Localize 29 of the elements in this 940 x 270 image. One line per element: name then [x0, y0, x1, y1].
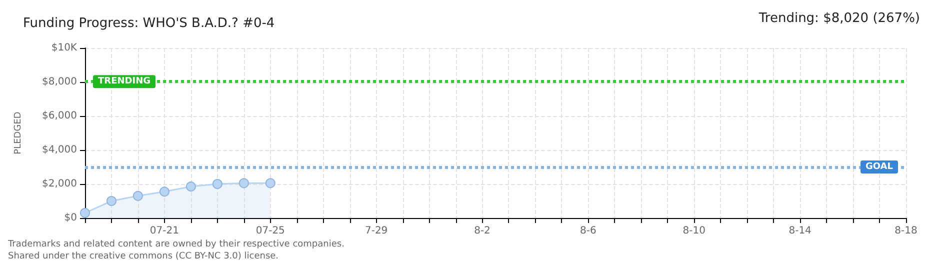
- text: Trending: $8,020 (267%): [758, 11, 920, 26]
- point: [212, 179, 222, 189]
- point: [132, 190, 143, 201]
- x-tick-label: 7-29: [364, 226, 388, 236]
- chart-title: Funding Progress: WHO'S B.A.D.? #0-4: [23, 16, 275, 31]
- text: Trademarks and related content are owned by their respective companies.: [7, 240, 344, 250]
- y-tick-label: $4,000: [42, 144, 77, 156]
- point: [186, 182, 196, 192]
- x-tick-label: 8-10: [682, 226, 706, 236]
- x-tick-label: 8-2: [474, 226, 490, 236]
- x-tick-label: 07-21: [150, 226, 179, 236]
- ref-line-label: TRENDING: [98, 76, 150, 87]
- y-axis-title: PLEDGED: [14, 112, 24, 154]
- point: [265, 178, 276, 188]
- y-tick-label: $0: [64, 212, 77, 224]
- point: [238, 178, 249, 188]
- x-tick-label: 8-6: [580, 226, 596, 236]
- point: [80, 208, 90, 218]
- point: [106, 196, 116, 206]
- ref-line-label: GOAL: [866, 162, 894, 172]
- point: [159, 186, 170, 197]
- y-tick-label: $10K: [51, 42, 78, 54]
- y-tick-label: $2,000: [42, 178, 77, 190]
- x-tick-label: 8-14: [788, 226, 812, 236]
- x-tick-label: 07-25: [256, 226, 285, 236]
- text: Shared under the creative commons (CC BY-NC 3.0) license.: [8, 252, 279, 262]
- x-tick-label: 8-18: [894, 226, 918, 236]
- y-tick-label: $6,000: [42, 110, 77, 122]
- y-tick-label: $8,000: [42, 76, 77, 88]
